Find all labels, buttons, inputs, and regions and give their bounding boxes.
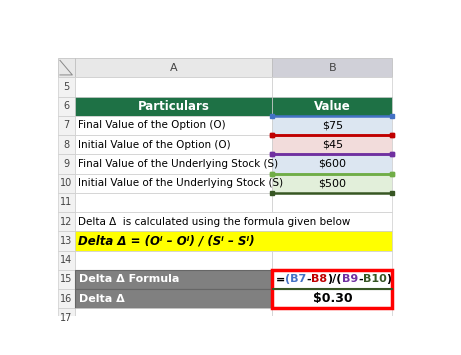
Bar xyxy=(272,289,392,308)
Text: 12: 12 xyxy=(60,217,72,226)
Bar xyxy=(58,135,75,154)
Bar xyxy=(75,212,392,231)
Bar xyxy=(75,97,272,116)
Text: $75: $75 xyxy=(322,120,343,130)
Text: 13: 13 xyxy=(60,236,72,246)
Bar xyxy=(272,251,392,270)
Bar xyxy=(272,58,392,77)
Bar xyxy=(272,135,392,154)
Bar xyxy=(58,212,75,231)
Bar xyxy=(58,308,75,328)
Text: 17: 17 xyxy=(60,313,72,323)
Bar xyxy=(58,97,75,116)
Text: B8: B8 xyxy=(311,274,327,284)
Text: B: B xyxy=(329,62,336,73)
Text: Final Value of the Option (O): Final Value of the Option (O) xyxy=(78,120,225,130)
Bar xyxy=(58,174,75,193)
Text: Value: Value xyxy=(314,100,351,113)
Bar xyxy=(75,58,272,77)
Text: 14: 14 xyxy=(60,255,72,265)
Bar xyxy=(75,193,272,212)
Text: A: A xyxy=(170,62,177,73)
Bar xyxy=(272,308,392,328)
Bar xyxy=(75,116,272,135)
Text: Delta Δ Formula: Delta Δ Formula xyxy=(78,274,179,284)
Text: 10: 10 xyxy=(60,178,72,188)
Bar xyxy=(272,270,392,289)
Bar xyxy=(75,308,272,328)
Text: -: - xyxy=(358,274,363,284)
Text: Delta Δ = (Oⁱ – Oᴵ) / (Sⁱ – Sᴵ): Delta Δ = (Oⁱ – Oᴵ) / (Sⁱ – Sᴵ) xyxy=(78,234,254,247)
Text: Initial Value of the Underlying Stock (S): Initial Value of the Underlying Stock (S… xyxy=(78,178,283,188)
Bar xyxy=(75,251,272,270)
Text: Delta Δ: Delta Δ xyxy=(78,294,124,304)
Text: B9: B9 xyxy=(342,274,358,284)
Bar xyxy=(272,174,392,193)
Text: 9: 9 xyxy=(63,159,69,169)
Bar xyxy=(272,97,392,116)
Bar xyxy=(58,116,75,135)
Bar xyxy=(58,251,75,270)
Bar xyxy=(58,231,75,251)
Bar xyxy=(58,270,75,289)
Text: Initial Value of the Option (O): Initial Value of the Option (O) xyxy=(78,140,230,149)
Bar xyxy=(58,154,75,174)
Text: 16: 16 xyxy=(60,294,72,304)
Bar xyxy=(75,270,272,289)
Text: =: = xyxy=(276,274,285,284)
Text: 8: 8 xyxy=(63,140,69,149)
Bar xyxy=(272,154,392,174)
Text: (B7: (B7 xyxy=(285,274,307,284)
Bar xyxy=(272,193,392,212)
Text: 15: 15 xyxy=(60,274,72,284)
Bar xyxy=(58,77,75,97)
Text: )/(: )/( xyxy=(327,274,342,284)
Text: ): ) xyxy=(386,274,391,284)
Text: $45: $45 xyxy=(322,140,343,149)
Text: 7: 7 xyxy=(63,120,69,130)
Text: Final Value of the Underlying Stock (S): Final Value of the Underlying Stock (S) xyxy=(78,159,278,169)
Text: B10: B10 xyxy=(363,274,386,284)
Bar xyxy=(75,231,392,251)
Text: -: - xyxy=(307,274,311,284)
Bar xyxy=(75,135,272,154)
Bar xyxy=(272,116,392,135)
Bar xyxy=(58,289,75,308)
Bar xyxy=(75,289,272,308)
Text: 5: 5 xyxy=(63,82,69,92)
Text: Delta Δ  is calculated using the formula given below: Delta Δ is calculated using the formula … xyxy=(78,217,350,226)
Text: $0.30: $0.30 xyxy=(313,292,352,305)
Bar xyxy=(58,193,75,212)
Bar xyxy=(75,174,272,193)
Bar xyxy=(272,270,392,308)
Text: $500: $500 xyxy=(319,178,346,188)
Text: 6: 6 xyxy=(63,101,69,111)
Text: $600: $600 xyxy=(319,159,346,169)
Bar xyxy=(75,154,272,174)
Text: Particulars: Particulars xyxy=(137,100,209,113)
Bar xyxy=(75,77,272,97)
Bar xyxy=(58,58,75,77)
Text: 11: 11 xyxy=(60,197,72,207)
Bar xyxy=(272,77,392,97)
